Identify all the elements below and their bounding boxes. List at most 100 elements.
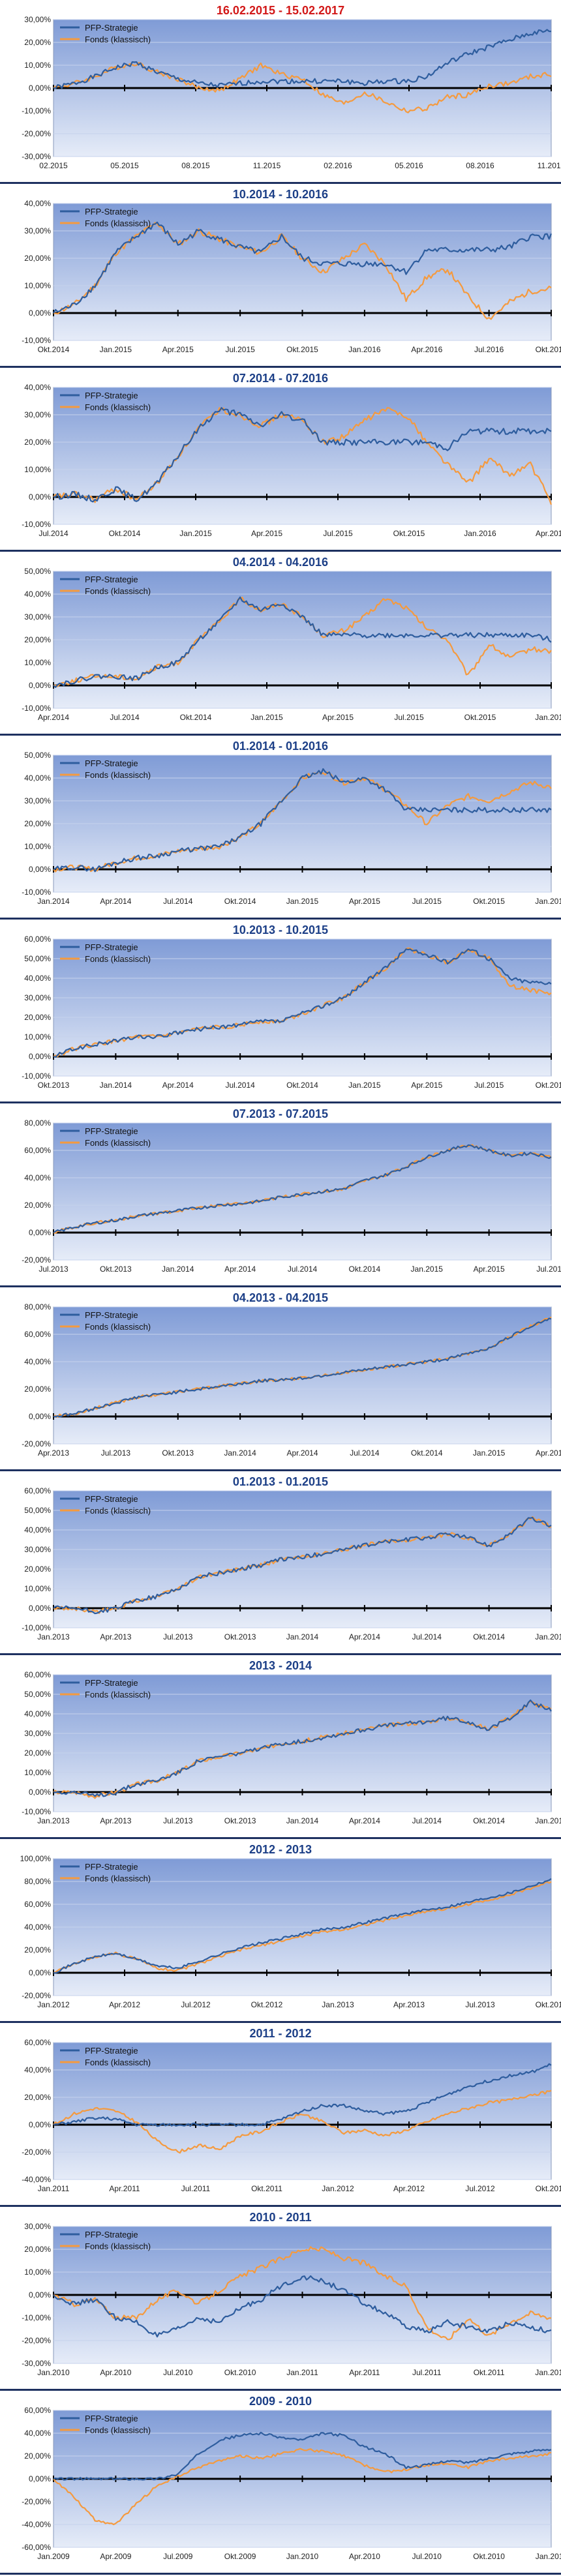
y-tick-label: 0,00% [29, 865, 51, 874]
x-tick-label: Okt.2010 [224, 2368, 256, 2377]
x-tick-label: Jan.2014 [162, 1265, 194, 1274]
x-tick-label: Apr.2011 [349, 2368, 380, 2377]
x-tick-label: Apr.2015 [474, 1265, 505, 1274]
line-chart: 40,00%30,00%20,00%10,00%0,00%-10,00%Okt.… [22, 199, 561, 354]
chart-panel: 01.2014 - 01.2016 50,00% 40,00% 30,00% 20,00… [0, 736, 561, 920]
legend: PFP-Strategie Fonds (klassisch) [60, 1126, 151, 1148]
y-tick-label: 50,00% [24, 954, 51, 963]
legend-label: Fonds (klassisch) [85, 218, 151, 228]
chart-title: 2011 - 2012 [249, 2027, 312, 2040]
legend-label: Fonds (klassisch) [85, 1138, 151, 1148]
y-tick-label: 0,00% [29, 2474, 51, 2483]
x-tick-label: Okt.2013 [38, 1081, 70, 1090]
y-tick-label: 20,00% [24, 819, 51, 828]
y-tick-label: 0,00% [29, 1968, 51, 1977]
y-tick-label: 0,00% [29, 681, 51, 690]
line-chart: 30,00% 20,00% 10,00% 0,00% -10,00% -20,00% -30… [22, 2222, 561, 2377]
legend-label: PFP-Strategie [85, 1310, 138, 1320]
x-tick-label: Okt.2013 [224, 1632, 256, 1641]
x-tick-label: Apr.2015 [251, 529, 282, 538]
x-tick-label: Jul.2016 [474, 345, 504, 354]
y-tick-label: 0,00% [29, 1788, 51, 1797]
x-tick-label: Jan.2015 [535, 1632, 561, 1641]
series-line-pfp-strategie [53, 1516, 552, 1615]
x-tick-label: Jan.2012 [37, 2000, 70, 2009]
x-tick-label: Okt.2013 [224, 1816, 256, 1825]
x-tick-label: Jul.2013 [163, 1632, 193, 1641]
x-tick-label: 11.2016 [538, 161, 561, 170]
line-chart: 60,00% 50,00% 40,00% 30,00% 20,00% 10,00% 0,00… [22, 935, 561, 1090]
y-tick-label: 30,00% [24, 15, 51, 24]
x-tick-label: Okt.2013 [536, 2000, 561, 2009]
x-tick-label: Apr.2015 [536, 1448, 561, 1458]
y-tick-label: 10,00% [24, 2268, 51, 2277]
y-tick-label: 0,00% [29, 1052, 51, 1061]
x-tick-label: Apr.2015 [349, 897, 380, 906]
x-tick-label: Jan.2009 [37, 2552, 70, 2561]
y-tick-label: -10,00% [22, 888, 51, 897]
y-tick-label: 80,00% [24, 1302, 51, 1311]
legend-label: Fonds (klassisch) [85, 1506, 151, 1516]
x-tick-label: Okt.2010 [473, 2552, 505, 2561]
y-tick-label: 50,00% [24, 751, 51, 760]
x-tick-label: Apr.2014 [100, 897, 131, 906]
y-tick-label: 40,00% [24, 1357, 51, 1366]
y-tick-label: 20,00% [24, 38, 51, 47]
x-tick-label: Jan.2014 [224, 1448, 256, 1458]
chart-panel: 16.02.2015 - 15.02.2017 30,00% 20,00% 10,00… [0, 0, 561, 184]
x-tick-label: Okt.2014 [473, 1632, 505, 1641]
x-tick-label: Apr.2011 [109, 2184, 140, 2193]
x-tick-label: Apr.2012 [109, 2000, 140, 2009]
legend-label: PFP-Strategie [85, 1678, 138, 1688]
y-tick-label: -10,00% [22, 336, 51, 345]
x-tick-label: Jul.2011 [181, 2184, 211, 2193]
y-tick-label: 20,00% [24, 1565, 51, 1574]
line-chart: 80,00%60,00%40,00%20,00%0,00%-20,00%Apr.… [22, 1302, 561, 1458]
x-tick-label: Okt.2012 [251, 2000, 283, 2009]
series-line-pfp-strategie [53, 1144, 552, 1233]
y-tick-label: 30,00% [24, 226, 51, 235]
x-tick-label: Jan.2015 [250, 713, 283, 722]
plot-area [53, 203, 552, 341]
legend: PFP-Strategie Fonds (klassisch) [60, 1310, 151, 1332]
chart-title: 01.2014 - 01.2016 [232, 740, 329, 753]
x-tick-label: Apr.2015 [162, 345, 194, 354]
x-tick-label: Okt.2009 [224, 2552, 256, 2561]
x-tick-label: Jul.2014 [350, 1448, 380, 1458]
x-tick-label: Okt.2014 [38, 345, 70, 354]
x-tick-label: Jan.2012 [535, 2368, 561, 2377]
x-tick-label: Jan.2016 [535, 713, 561, 722]
x-tick-label: Jul.2012 [181, 2000, 211, 2009]
series-line-fonds-klassisch [53, 770, 552, 873]
x-tick-label: 05.2016 [395, 161, 423, 170]
legend-label: Fonds (klassisch) [85, 35, 151, 44]
legend-label: Fonds (klassisch) [85, 770, 151, 780]
x-tick-label: Jul.2014 [163, 897, 193, 906]
y-tick-label: -10,00% [22, 1807, 51, 1816]
legend-label: PFP-Strategie [85, 1494, 138, 1504]
y-tick-label: -20,00% [22, 2497, 51, 2506]
y-tick-label: -20,00% [22, 1991, 51, 2000]
x-tick-label: Jan.2015 [535, 1816, 561, 1825]
y-tick-label: -20,00% [22, 2336, 51, 2345]
y-tick-label: 40,00% [24, 974, 51, 983]
y-tick-label: 40,00% [24, 590, 51, 599]
legend: PFP-Strategie Fonds (klassisch) [60, 942, 151, 964]
line-chart: 50,00% 40,00% 30,00% 20,00% 10,00% 0,00% -10,0… [22, 567, 561, 722]
x-tick-label: Jul.2013 [163, 1816, 193, 1825]
y-tick-label: -10,00% [22, 1623, 51, 1632]
x-tick-label: 08.2016 [466, 161, 494, 170]
x-tick-label: 02.2016 [324, 161, 352, 170]
line-chart: 60,00% 40,00% 20,00% 0,00% -20,00% -40,00% -60… [22, 2406, 561, 2561]
x-tick-label: Okt.2014 [109, 529, 141, 538]
legend-label: Fonds (klassisch) [85, 1322, 151, 1332]
x-tick-label: Apr.2014 [38, 713, 69, 722]
x-tick-label: Apr.2014 [349, 1816, 380, 1825]
x-tick-label: Jul.2013 [38, 1265, 68, 1274]
y-tick-label: -30,00% [22, 152, 51, 161]
series-line-fonds-klassisch [53, 62, 552, 113]
y-tick-label: 60,00% [24, 1900, 51, 1909]
y-tick-label: -30,00% [22, 2359, 51, 2368]
y-tick-label: -10,00% [22, 1071, 51, 1081]
series-line-pfp-strategie [53, 2275, 552, 2338]
